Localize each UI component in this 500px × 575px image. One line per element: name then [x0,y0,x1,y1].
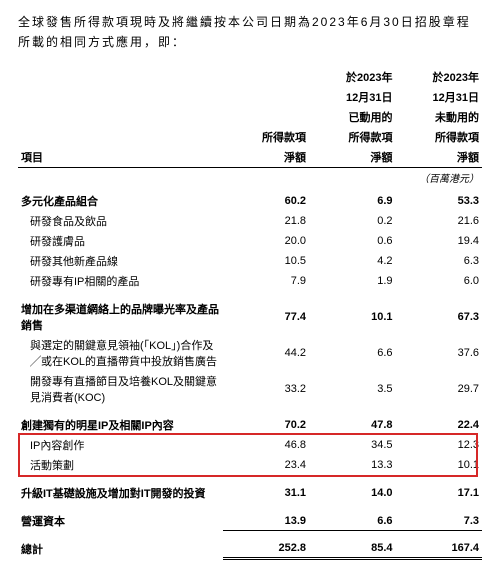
col2-header-l5: 淨額 [309,147,395,168]
row-value: 7.9 [223,271,309,291]
row-value: 47.8 [309,415,395,435]
row-value: 44.2 [223,335,309,371]
row-label: 總計 [18,539,223,559]
row-value: 10.1 [396,455,483,475]
row-value: 6.0 [396,271,483,291]
row-value: 46.8 [223,435,309,455]
col3-header-l5: 淨額 [396,147,483,168]
row-value: 37.6 [396,335,483,371]
row-value: 252.8 [223,539,309,559]
col3-header-l4: 所得款項 [396,127,483,147]
row-value: 0.6 [309,231,395,251]
row-value: 67.3 [396,299,483,335]
project-header: 項目 [18,147,223,168]
row-value: 7.3 [396,511,483,531]
row-value: 19.4 [396,231,483,251]
row-label: 升級IT基礎設施及增加對IT開發的投資 [18,483,223,503]
row-value: 23.4 [223,455,309,475]
row-value: 167.4 [396,539,483,559]
row-label: 營運資本 [18,511,223,531]
row-value: 3.5 [309,371,395,407]
row-value: 77.4 [223,299,309,335]
row-value: 14.0 [309,483,395,503]
row-value: 53.3 [396,191,483,211]
row-label: 開發專有直播節目及培養KOL及關鍵意見消費者(KOC) [18,371,223,407]
row-value: 33.2 [223,371,309,407]
row-value: 1.9 [309,271,395,291]
col2-header-l2: 12月31日 [309,87,395,107]
col3-header-l1: 於2023年 [396,67,483,87]
row-value: 13.9 [223,511,309,531]
row-value: 29.7 [396,371,483,407]
row-value: 0.2 [309,211,395,231]
row-value: 10.1 [309,299,395,335]
financial-table: 於2023年 於2023年 12月31日 12月31日 已動用的 未動用的 所得… [18,67,482,561]
col1-header-l3: 所得款項 [223,127,309,147]
col3-header-l2: 12月31日 [396,87,483,107]
col3-header-l3: 未動用的 [396,107,483,127]
row-value: 6.3 [396,251,483,271]
unit-label: （百萬港元） [223,167,482,191]
row-value: 22.4 [396,415,483,435]
row-value: 31.1 [223,483,309,503]
row-value: 4.2 [309,251,395,271]
row-label: 研發護膚品 [18,231,223,251]
col1-header-l4: 淨額 [223,147,309,168]
col2-header-l1: 於2023年 [309,67,395,87]
row-label: 研發其他新產品線 [18,251,223,271]
row-value: 21.8 [223,211,309,231]
row-label: 研發食品及飲品 [18,211,223,231]
row-value: 60.2 [223,191,309,211]
row-value: 10.5 [223,251,309,271]
row-label: 與選定的關鍵意見領袖(「KOL」)合作及╱或在KOL的直播帶貨中投放銷售廣告 [18,335,223,371]
row-label: 活動策劃 [18,455,223,475]
row-value: 6.6 [309,511,395,531]
col2-header-l4: 所得款項 [309,127,395,147]
row-value: 6.9 [309,191,395,211]
intro-paragraph: 全球發售所得款項現時及將繼續按本公司日期為2023年6月30日招股章程所載的相同… [18,12,482,53]
row-value: 20.0 [223,231,309,251]
row-label: 創建獨有的明星IP及相關IP內容 [18,415,223,435]
row-value: 12.3 [396,435,483,455]
row-label: IP內容創作 [18,435,223,455]
row-value: 13.3 [309,455,395,475]
row-value: 85.4 [309,539,395,559]
row-value: 70.2 [223,415,309,435]
row-value: 34.5 [309,435,395,455]
row-label: 增加在多渠道網絡上的品牌曝光率及產品銷售 [18,299,223,335]
row-value: 17.1 [396,483,483,503]
financial-table-container: 於2023年 於2023年 12月31日 12月31日 已動用的 未動用的 所得… [18,67,482,561]
col2-header-l3: 已動用的 [309,107,395,127]
row-value: 6.6 [309,335,395,371]
row-label: 多元化產品組合 [18,191,223,211]
row-value: 21.6 [396,211,483,231]
row-label: 研發專有IP相關的產品 [18,271,223,291]
